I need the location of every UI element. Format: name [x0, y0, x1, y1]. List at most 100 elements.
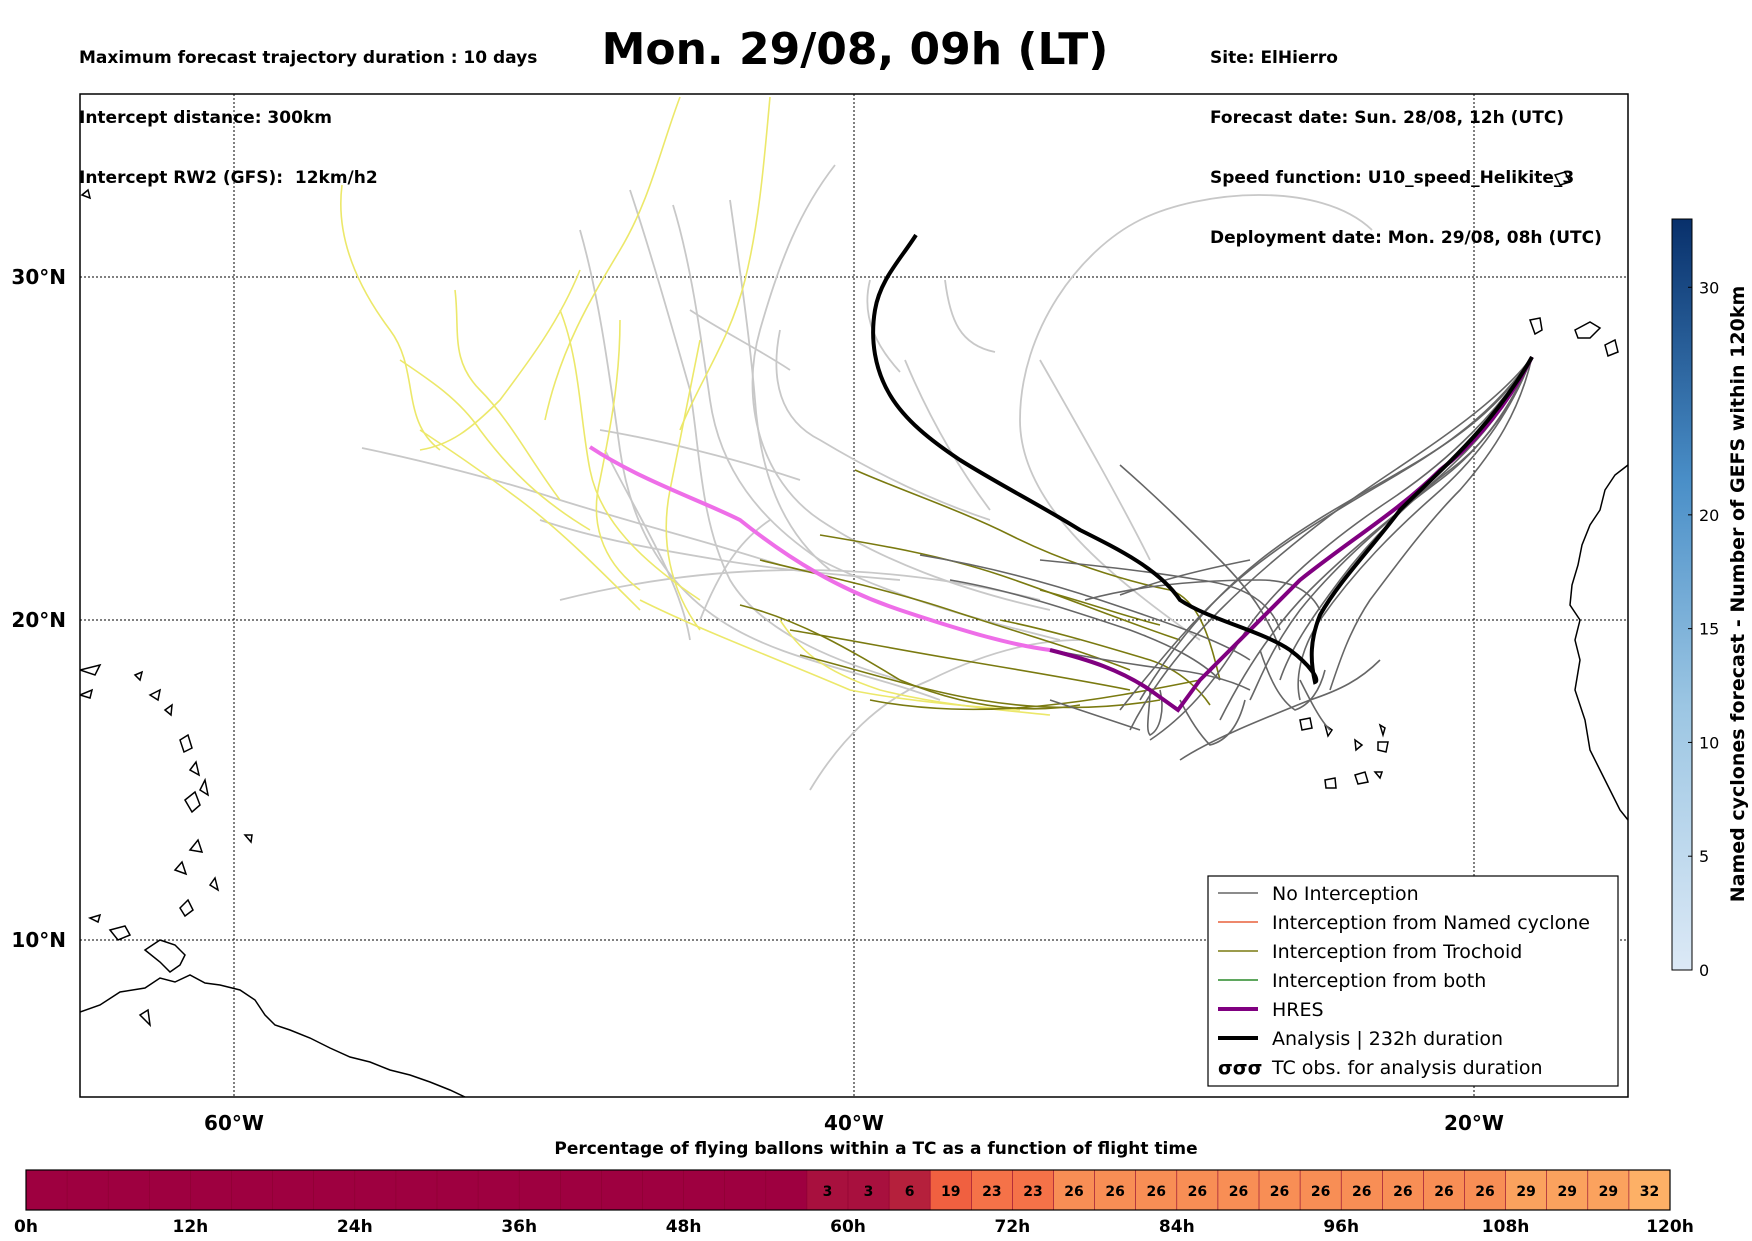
strip-cell: [437, 1170, 479, 1210]
strip-cell: [930, 1170, 972, 1210]
strip-cell: [889, 1170, 931, 1210]
strip-cell: [1217, 1170, 1260, 1210]
strip-cell-value: 26: [1311, 1184, 1330, 1200]
strip-cell: [1094, 1170, 1137, 1210]
strip-cell: [395, 1170, 438, 1210]
strip-tick-label: 96h: [1323, 1217, 1359, 1237]
strip-tick-label: 36h: [501, 1217, 537, 1237]
strip-cell-value: 26: [1188, 1184, 1207, 1200]
strip-frame: [25, 1169, 1671, 1211]
strip-cell: [1176, 1170, 1219, 1210]
forecast-date-line: Forecast date: Sun. 28/08, 12h (UTC): [1210, 108, 1565, 128]
legend-label: Analysis | 232h duration: [1272, 1028, 1503, 1050]
colorbar-tick-label: 30: [1699, 278, 1719, 297]
strip-cell: [67, 1170, 109, 1210]
speed-function-line: Speed function: U10_speed_Helikite_3: [1210, 168, 1575, 188]
lon-tick-labels: 60°W 40°W 20°W: [204, 1111, 1504, 1135]
colorbar-tick-label: 20: [1699, 506, 1719, 525]
strip-cell: [848, 1170, 890, 1210]
strip-cell: [560, 1170, 602, 1210]
colorbar-tick-label: 10: [1699, 733, 1719, 752]
legend-box: [1207, 875, 1619, 1087]
colorbar-label: Named cyclones forecast - Number of GEFS…: [1727, 286, 1749, 903]
strip-cell: [765, 1170, 808, 1210]
lat-tick-label: 20°N: [11, 608, 66, 632]
strip-cell: [313, 1170, 356, 1210]
legend-label: HRES: [1272, 999, 1324, 1021]
strip-cell-value: 3: [864, 1184, 874, 1200]
strip-cell: [1587, 1170, 1630, 1210]
legend-symbol-icon: σσσ: [1218, 1057, 1262, 1079]
strip-cell: [971, 1170, 1013, 1210]
strip-cell-value: 26: [1352, 1184, 1371, 1200]
strip-cell: [601, 1170, 643, 1210]
strip-cell: [1259, 1170, 1301, 1210]
legend-item: Interception from Trochoid: [1218, 941, 1522, 963]
strip-cell-value: 6: [905, 1184, 915, 1200]
strip-cell: [1300, 1170, 1342, 1210]
strip-cell: [272, 1170, 315, 1210]
strip-cell-value: 26: [1105, 1184, 1124, 1200]
strip-cell: [149, 1170, 191, 1210]
lon-tick-label: 60°W: [204, 1111, 264, 1135]
legend-label: Interception from Named cyclone: [1272, 912, 1590, 934]
intercept-distance-line: Intercept distance: 300km: [79, 108, 332, 128]
strip-tick-label: 0h: [14, 1217, 38, 1237]
strip-cell: [190, 1170, 232, 1210]
strip-cell: [1464, 1170, 1507, 1210]
strip-cell-value: 19: [941, 1184, 960, 1200]
page-title: Mon. 29/08, 09h (LT): [601, 24, 1109, 75]
trajectories-no-interception: [919, 356, 1533, 761]
analysis-trajectory: [871, 233, 1534, 685]
strip-cell: [1382, 1170, 1424, 1210]
strip-cell: [1012, 1170, 1054, 1210]
strip-cell: [642, 1170, 685, 1210]
colorbar-tick-label: 15: [1699, 620, 1719, 639]
legend-label: No Interception: [1272, 883, 1419, 905]
strip-cell-value: 29: [1599, 1184, 1618, 1200]
lat-tick-labels: 30°N 20°N 10°N: [11, 265, 66, 952]
legend-item: Interception from Named cyclone: [1218, 912, 1590, 934]
legend-item: HRES: [1218, 999, 1324, 1021]
legend: No Interception Interception from Named c…: [1207, 875, 1619, 1087]
trajectories-yellow: [340, 96, 1051, 716]
lon-tick-label: 40°W: [824, 1111, 884, 1135]
colorbar: 0 5 10 15 20 30 Named cyclones forecast - Num…: [1671, 218, 1749, 980]
site-line: Site: ElHierro: [1210, 48, 1338, 68]
strip-cell: [724, 1170, 767, 1210]
strip-cell: [806, 1170, 849, 1210]
strip-cell: [1628, 1170, 1671, 1210]
strip-cell-value: 26: [1147, 1184, 1166, 1200]
strip-cell-value: 26: [1064, 1184, 1083, 1200]
strip-cell: [1546, 1170, 1589, 1210]
strip-tick-label: 120h: [1646, 1217, 1694, 1237]
legend-item: Interception from both: [1218, 970, 1486, 992]
lat-tick-label: 10°N: [11, 928, 66, 952]
strip-cell: [519, 1170, 561, 1210]
strip-cell: [1505, 1170, 1548, 1210]
legend-item: No Interception: [1218, 883, 1419, 905]
strip-cell: [478, 1170, 520, 1210]
header-info-left: Maximum forecast trajectory duration : 1…: [79, 8, 537, 208]
strip-cell-value: 26: [1475, 1184, 1494, 1200]
strip-tick-label: 12h: [173, 1217, 209, 1237]
max-duration-line: Maximum forecast trajectory duration : 1…: [79, 48, 538, 68]
strip-cell-value: 26: [1434, 1184, 1453, 1200]
strip-cell-value: 23: [982, 1184, 1001, 1200]
strip-cell: [231, 1170, 274, 1210]
legend-item: σσσ TC obs. for analysis duration: [1218, 1057, 1543, 1079]
strip-cell: [108, 1170, 150, 1210]
colorbar-tick-label: 5: [1699, 847, 1709, 866]
flight-time-strip: 3 3 6 19 23 23 26 26 26 26 26 26 26 26 26 26 26 29 29 29 32 …: [14, 1169, 1694, 1237]
strip-cell: [354, 1170, 397, 1210]
hres-trajectory: [1049, 356, 1534, 713]
strip-tick-label: 60h: [830, 1217, 866, 1237]
legend-label: Interception from both: [1272, 970, 1486, 992]
strip-cell-value: 23: [1023, 1184, 1042, 1200]
strip-cell-value: 26: [1393, 1184, 1412, 1200]
strip-cell: [1135, 1170, 1178, 1210]
legend-label: TC obs. for analysis duration: [1271, 1057, 1543, 1079]
legend-label: Interception from Trochoid: [1272, 941, 1522, 963]
strip-cell-value: 29: [1516, 1184, 1535, 1200]
